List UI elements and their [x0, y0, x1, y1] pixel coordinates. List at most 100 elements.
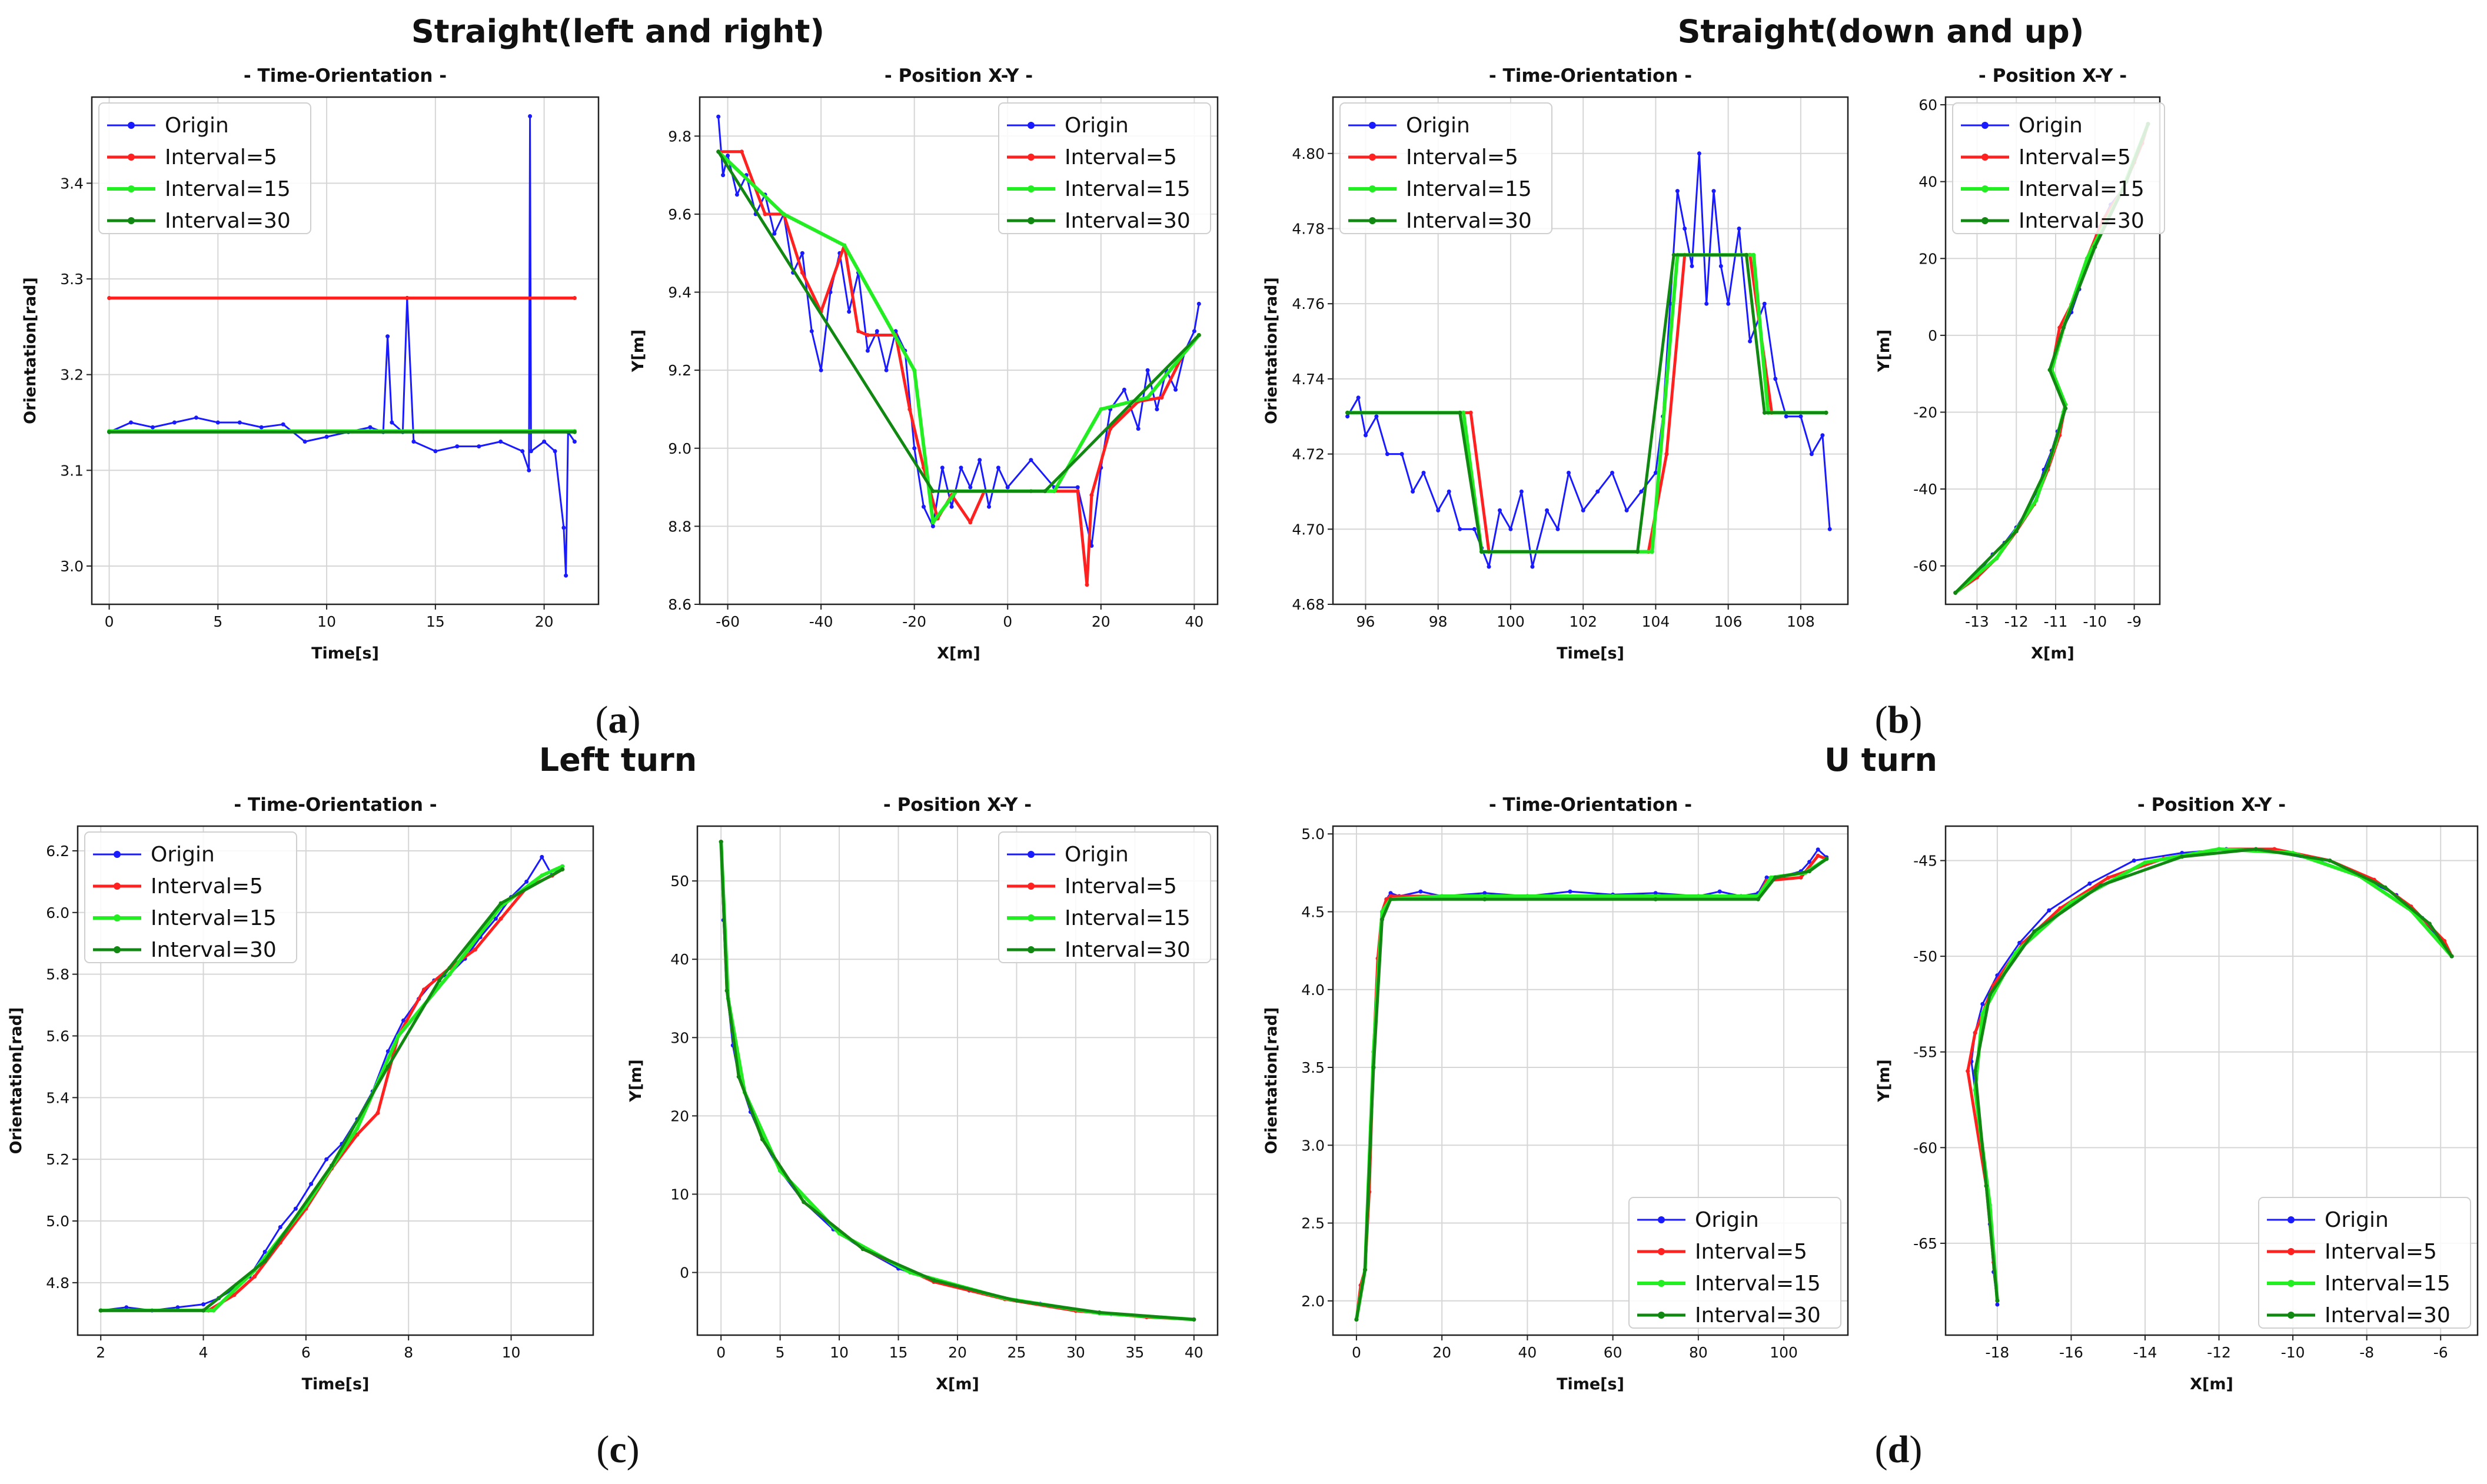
x-tick-label: 20: [948, 1344, 967, 1361]
plot-frame: [1332, 96, 1849, 605]
data-point: [1751, 252, 1756, 257]
data-point: [524, 879, 529, 884]
y-tick-label: 9.0: [668, 440, 691, 457]
data-point: [865, 348, 870, 353]
legend-marker: [128, 217, 135, 224]
x-tick-label: 40: [1185, 1344, 1203, 1361]
x-tick-label: -12: [2004, 613, 2029, 630]
legend-marker: [1028, 185, 1035, 192]
group-title-d: U turn: [1824, 741, 1937, 778]
data-point: [884, 368, 889, 372]
y-tick-label: 3.0: [1301, 1137, 1325, 1154]
data-point: [1043, 489, 1048, 494]
data-point: [716, 114, 721, 119]
data-point: [1798, 875, 1803, 880]
legend-marker: [1981, 154, 1989, 161]
chart-1: 0 5 10 15 20 3.0 3.1 3.2 3.3 3.4 - Time-Orientatio…: [21, 65, 600, 663]
x-axis-label: X[m]: [937, 644, 980, 663]
legend-marker: [1981, 122, 1989, 129]
data-point: [561, 525, 566, 530]
legend-marker: [1028, 883, 1035, 890]
data-point: [716, 149, 721, 154]
data-point: [772, 231, 777, 236]
legend-label: Interval=5: [2019, 145, 2131, 169]
legend-label: Interval=5: [1695, 1240, 1807, 1264]
chart-6: 0 5 10 15 20 25 30 35 40 0 10 20 30 40 50 - Position X-…: [627, 794, 1219, 1393]
legend-box: [1952, 102, 2165, 234]
data-point: [734, 192, 739, 197]
legend-label: Interval=30: [151, 938, 277, 962]
data-point: [1784, 414, 1788, 419]
data-point: [572, 430, 577, 434]
legend-box: [98, 102, 311, 234]
legend-box: [998, 831, 1211, 963]
legend-label: Origin: [2325, 1208, 2389, 1232]
legend-marker: [2287, 1280, 2295, 1287]
y-tick-label: -45: [1913, 853, 1937, 870]
data-point: [2099, 883, 2103, 888]
data-point: [949, 504, 954, 509]
data-point: [1089, 544, 1094, 548]
y-tick-label: 10: [670, 1186, 689, 1203]
legend-label: Interval=15: [1065, 177, 1191, 201]
y-tick-label: 5.2: [46, 1151, 69, 1168]
data-point: [847, 310, 852, 314]
chart-title: - Position X-Y -: [1979, 65, 2127, 86]
data-point: [2057, 325, 2062, 330]
plot-frame: [1332, 825, 1849, 1336]
data-point: [1458, 527, 1462, 531]
data-point: [800, 251, 804, 255]
data-point: [1697, 151, 1701, 156]
y-tick-label: 0: [1928, 327, 1937, 344]
chart-4: -13 -12 -11 -10 -9 -60 -40 -20 0 20 40 60 - Position…: [1875, 65, 2165, 663]
data-point: [1418, 889, 1423, 894]
legend-label: Origin: [1065, 114, 1129, 138]
data-point: [782, 212, 786, 217]
plots-container: 0 5 10 15 203.03.13.23.33.4- Time-Orientatio…: [7, 65, 2479, 1393]
y-tick-label: 50: [670, 873, 689, 890]
data-point: [1748, 339, 1753, 344]
x-axis-label: Time[s]: [1557, 644, 1624, 663]
chart-title: - Time-Orientation -: [244, 65, 447, 86]
data-point: [175, 1305, 180, 1310]
data-point: [1145, 395, 1150, 400]
legend-label: Interval=30: [1406, 209, 1532, 233]
data-point: [1675, 189, 1680, 194]
legend-marker: [1981, 185, 1989, 192]
x-tick-label: -20: [902, 613, 926, 630]
data-point: [124, 1305, 129, 1310]
data-point: [1461, 410, 1466, 415]
y-tick-label: 5.0: [46, 1213, 69, 1230]
data-point: [107, 430, 112, 434]
legend-label: Origin: [2019, 114, 2083, 138]
x-tick-label: -60: [716, 613, 740, 630]
x-tick-label: 0: [716, 1344, 726, 1361]
group-title-c: Left turn: [539, 741, 697, 778]
x-tick-label: 8: [404, 1344, 413, 1361]
data-point: [1762, 410, 1767, 415]
plot-frame: [1944, 825, 2479, 1336]
data-point: [1173, 387, 1178, 392]
data-point: [922, 504, 926, 509]
data-point: [1664, 452, 1669, 457]
data-point: [2047, 908, 2052, 913]
data-point: [1980, 1011, 1985, 1016]
x-tick-label: 10: [317, 613, 336, 630]
y-tick-label: 30: [670, 1029, 689, 1046]
data-point: [211, 1308, 216, 1313]
data-point: [1356, 395, 1361, 400]
data-point: [1380, 917, 1384, 922]
data-point: [2253, 847, 2258, 851]
plot-frame: [1944, 96, 2161, 605]
y-tick-label: 4.78: [1292, 220, 1325, 237]
svg-text:(b): (b): [1875, 698, 1923, 741]
y-tick-label: 40: [1919, 174, 1937, 191]
chart-title: - Time-Orientation -: [1489, 65, 1692, 86]
legend-box: [1628, 1197, 1841, 1329]
data-point: [1482, 891, 1487, 896]
legend-label: Interval=15: [1065, 906, 1191, 930]
series-layer: [107, 114, 577, 578]
data-point: [447, 972, 452, 977]
svg-text:(c): (c): [596, 1428, 639, 1471]
